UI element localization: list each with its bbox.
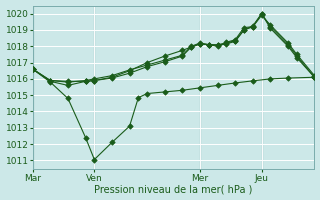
X-axis label: Pression niveau de la mer( hPa ): Pression niveau de la mer( hPa )	[94, 184, 253, 194]
